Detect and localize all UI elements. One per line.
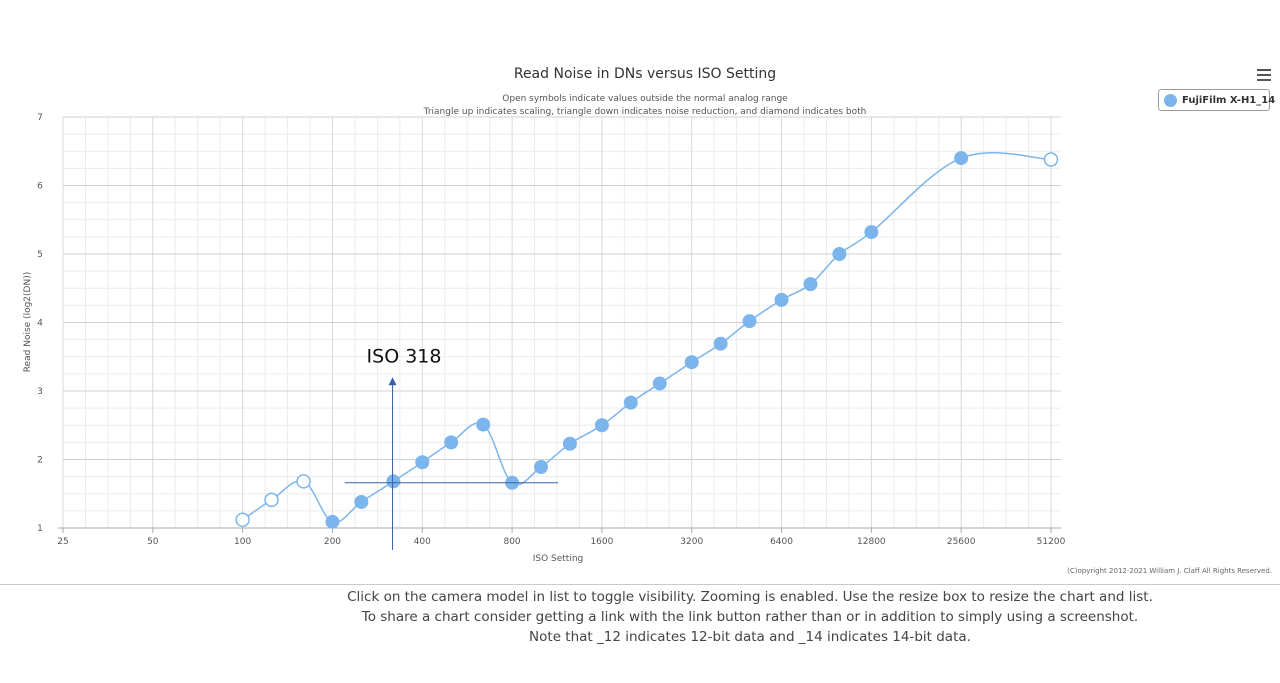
y-axis-title: Read Noise (log2(DN)) bbox=[23, 272, 33, 372]
x-tick-label: 100 bbox=[234, 537, 251, 547]
x-tick-label: 400 bbox=[414, 537, 431, 547]
data-point[interactable] bbox=[684, 355, 699, 370]
annotation-arrowhead-icon bbox=[388, 377, 397, 386]
major-grid bbox=[62, 116, 1061, 529]
data-point[interactable] bbox=[562, 436, 577, 451]
legend-label: FujiFilm X-H1_14 bbox=[1182, 94, 1276, 106]
data-point[interactable] bbox=[386, 474, 401, 489]
x-tick-label: 200 bbox=[324, 537, 341, 547]
data-point[interactable] bbox=[713, 336, 728, 351]
annotation-label: ISO 318 bbox=[367, 345, 442, 367]
y-tick-label: 2 bbox=[37, 456, 43, 466]
data-point[interactable] bbox=[774, 292, 789, 307]
data-point[interactable] bbox=[864, 225, 879, 240]
data-point[interactable] bbox=[476, 417, 491, 432]
x-tick-label: 25600 bbox=[947, 537, 976, 547]
chart-subtitle-line-2: Triangle up indicates scaling, triangle … bbox=[423, 107, 867, 117]
data-point[interactable] bbox=[742, 314, 757, 329]
note-line-2: To share a chart consider getting a link… bbox=[361, 609, 1139, 625]
y-tick-label: 3 bbox=[37, 387, 43, 397]
x-tick-label: 50 bbox=[147, 537, 159, 547]
data-point[interactable] bbox=[325, 514, 340, 529]
x-axis-title: ISO Setting bbox=[533, 554, 584, 564]
chart-title: Read Noise in DNs versus ISO Setting bbox=[514, 66, 776, 82]
data-point[interactable] bbox=[534, 460, 549, 475]
x-tick-label: 51200 bbox=[1037, 537, 1066, 547]
legend-item-fujifilm-x-h1-14[interactable]: FujiFilm X-H1_14 bbox=[1158, 89, 1275, 111]
data-point[interactable] bbox=[444, 435, 459, 450]
x-tick-label: 3200 bbox=[680, 537, 703, 547]
legend-marker-icon bbox=[1164, 93, 1177, 107]
x-tick-label: 25 bbox=[57, 537, 68, 547]
data-point[interactable] bbox=[652, 376, 667, 391]
usage-notes: Click on the camera model in list to tog… bbox=[300, 587, 1200, 647]
read-noise-chart[interactable]: 25 50 100 200 400 800 1600 3200 6400 12800 25600 51… bbox=[0, 0, 1280, 585]
x-tick-label: 6400 bbox=[770, 537, 793, 547]
note-line-3: Note that _12 indicates 12-bit data and … bbox=[529, 629, 971, 645]
iso-annotation: ISO 318 bbox=[344, 345, 558, 550]
y-axis-ticks: 1 2 3 4 5 6 7 bbox=[37, 113, 43, 534]
x-tick-label: 800 bbox=[503, 537, 520, 547]
divider bbox=[0, 584, 1280, 585]
y-tick-label: 1 bbox=[37, 524, 43, 534]
note-line-1: Click on the camera model in list to tog… bbox=[347, 589, 1153, 605]
data-point[interactable] bbox=[296, 474, 311, 489]
x-tick-label: 12800 bbox=[857, 537, 886, 547]
data-point[interactable] bbox=[415, 455, 430, 470]
data-point[interactable] bbox=[954, 151, 969, 166]
series-points[interactable] bbox=[235, 151, 1059, 529]
data-point[interactable] bbox=[832, 247, 847, 261]
data-point[interactable] bbox=[354, 494, 369, 509]
hamburger-menu-icon[interactable] bbox=[1257, 69, 1271, 81]
y-tick-label: 6 bbox=[37, 182, 43, 192]
copyright-text: (C)opyright 2012-2021 William J. Claff A… bbox=[1067, 567, 1272, 575]
data-point[interactable] bbox=[235, 512, 250, 528]
data-point[interactable] bbox=[803, 277, 818, 292]
data-point[interactable] bbox=[594, 418, 609, 433]
x-tick-label: 1600 bbox=[590, 537, 613, 547]
y-tick-label: 7 bbox=[37, 113, 43, 123]
x-axis-ticks: 25 50 100 200 400 800 1600 3200 6400 12800 25600 51… bbox=[57, 528, 1066, 547]
data-point[interactable] bbox=[623, 395, 638, 410]
y-tick-label: 4 bbox=[37, 319, 43, 329]
data-point[interactable] bbox=[264, 492, 279, 508]
data-point[interactable] bbox=[1043, 152, 1059, 167]
chart-subtitle-line-1: Open symbols indicate values outside the… bbox=[502, 94, 788, 104]
y-tick-label: 5 bbox=[37, 250, 43, 260]
